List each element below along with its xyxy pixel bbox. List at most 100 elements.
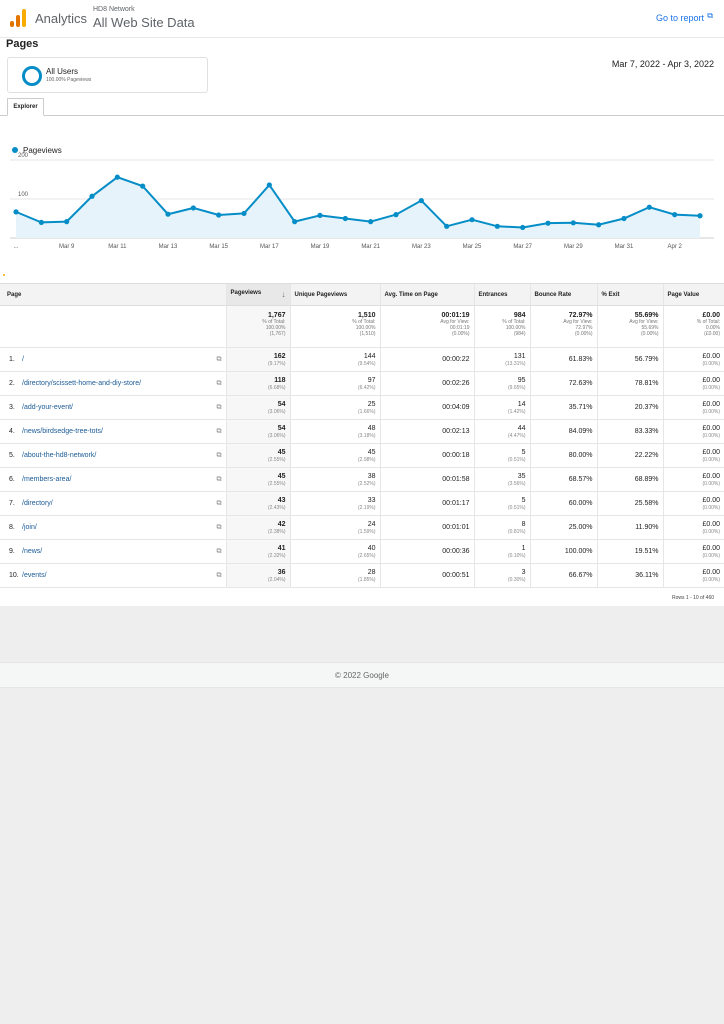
pageviews-value: 162 [273,352,286,360]
col-entrances[interactable]: Entrances [473,283,530,306]
col-pageviews[interactable]: Pageviews ↓ [225,283,290,306]
tab-explorer[interactable]: Explorer [7,98,44,116]
entrances-cell: 14 (1.42%) [473,395,530,420]
bounce-rate-cell: 60.00% [529,491,597,516]
bounce-rate-value: 72.63% [568,379,593,387]
entrances-value: 14 [517,400,526,408]
table-row: 2. /directory/scissett-home-and-diy-store… [0,371,724,396]
page-cell: 9. /news/ ⧉ [0,539,226,564]
y-tick-label: 200 [18,153,29,159]
entrances-cell: 44 (4.47%) [473,419,530,444]
entrances-cell: 3 (0.30%) [473,563,530,588]
page-value-value: £0.00 [702,376,720,384]
page-link[interactable]: /join/ [22,524,37,531]
page-value-cell: £0.00 (0.00%) [662,443,724,468]
exit-value: 25.58% [634,499,659,507]
x-tick-label: Mar 17 [260,244,279,250]
data-point [114,174,120,180]
page-link[interactable]: /directory/ [22,500,53,507]
totals-subtext: (1,510) [359,331,376,337]
pageviews-percent: (2.43%) [267,504,286,511]
col-bounce-rate[interactable]: Bounce Rate [529,283,597,306]
open-page-icon[interactable]: ⧉ [216,380,222,387]
unique-pageviews-cell: 45 (2.98%) [289,443,380,468]
page-link[interactable]: /add-your-event/ [22,404,73,411]
col-avg-time[interactable]: Avg. Time on Page [379,283,474,306]
open-page-icon[interactable]: ⧉ [216,452,222,459]
open-page-icon[interactable]: ⧉ [216,476,222,483]
account-name[interactable]: HD8 Network [93,6,135,13]
unique-pageviews-percent: (2.52%) [357,480,376,487]
avg-time-cell: 00:00:36 [379,539,474,564]
col-page-value[interactable]: Page Value [662,283,724,306]
data-point [520,224,526,231]
avg-time-value: 00:00:22 [442,355,470,363]
segment-card[interactable]: All Users 100.00% Pageviews [7,57,208,93]
exit-cell: 20.37% [596,395,663,420]
unique-pageviews-cell: 40 (2.65%) [289,539,380,564]
date-range-picker[interactable]: Mar 7, 2022 - Apr 3, 2022 [611,59,714,69]
unique-pageviews-percent: (6.42%) [357,384,376,391]
page-link[interactable]: /news/birdsedge-tree-tots/ [22,428,103,435]
totals-cell: 72.97% Avg for View: 72.97% (0.00%) [529,305,597,348]
page-link[interactable]: /events/ [22,572,47,579]
rows-info: Rows 1 - 10 of 460 [672,595,714,601]
page-value-value: £0.00 [702,544,720,552]
x-tick-label: Mar 27 [513,244,532,250]
avg-time-value: 00:02:26 [442,379,470,387]
data-point [38,219,44,225]
page-link[interactable]: / [22,356,24,363]
col-exit[interactable]: % Exit [596,283,663,306]
page-link[interactable]: /about-the-hd8-network/ [22,452,97,459]
analytics-logo-icon[interactable] [10,9,26,27]
col-unique-pageviews[interactable]: Unique Pageviews [289,283,380,306]
bounce-rate-cell: 35.71% [529,395,597,420]
totals-subtext: Avg for View: [563,319,593,325]
unique-pageviews-percent: (2.98%) [357,456,376,463]
open-page-icon[interactable]: ⧉ [216,572,222,579]
pageviews-percent: (2.38%) [267,528,286,535]
totals-subtext: 55.69% [641,325,659,331]
page-value-cell: £0.00 (0.00%) [662,539,724,564]
pageviews-percent: (3.06%) [267,408,286,415]
unique-pageviews-value: 40 [367,544,376,552]
unique-pageviews-value: 144 [363,352,376,360]
exit-value: 83.33% [634,427,659,435]
external-link-icon[interactable]: ⧉ [707,11,713,20]
page-link[interactable]: /news/ [22,548,43,555]
open-page-icon[interactable]: ⧉ [216,428,222,435]
totals-subtext: (0.00%) [574,331,593,337]
open-page-icon[interactable]: ⧉ [216,356,222,363]
data-point [621,215,627,222]
bounce-rate-cell: 72.63% [529,371,597,396]
x-tick-label: Mar 25 [463,244,482,250]
page-cell: 10./events/ ⧉ [0,563,226,588]
pageviews-percent: (9.17%) [267,360,286,367]
row-number: 8. [9,524,15,531]
page-value-value: £0.00 [702,352,720,360]
open-page-icon[interactable]: ⧉ [216,500,222,507]
open-page-icon[interactable]: ⧉ [216,404,222,411]
pageviews-value: 54 [277,400,286,408]
open-page-icon[interactable]: ⧉ [216,548,222,555]
page-link[interactable]: /members-area/ [22,476,72,483]
page-value-value: £0.00 [702,472,720,480]
bounce-rate-value: 35.71% [568,403,593,411]
entrances-percent: (0.10%) [507,552,526,559]
totals-value: 55.69% [634,312,659,319]
entrances-value: 44 [517,424,526,432]
totals-subtext: % of Total: [502,319,526,325]
col-page[interactable]: Page [0,283,226,306]
property-name[interactable]: All Web Site Data [93,15,195,30]
bounce-rate-value: 61.83% [568,355,593,363]
page-link[interactable]: /directory/scissett-home-and-diy-store/ [22,380,142,387]
open-page-icon[interactable]: ⧉ [216,524,222,531]
unique-pageviews-cell: 33 (2.19%) [289,491,380,516]
data-point [545,220,551,226]
pageviews-cell: 43 (2.43%) [225,491,290,516]
go-to-report-link[interactable]: Go to report [655,13,704,23]
page-value-cell: £0.00 (0.00%) [662,515,724,540]
data-point [266,182,272,188]
arrow-down-icon[interactable]: ↓ [281,290,286,299]
totals-subtext: (1,767) [269,331,286,337]
